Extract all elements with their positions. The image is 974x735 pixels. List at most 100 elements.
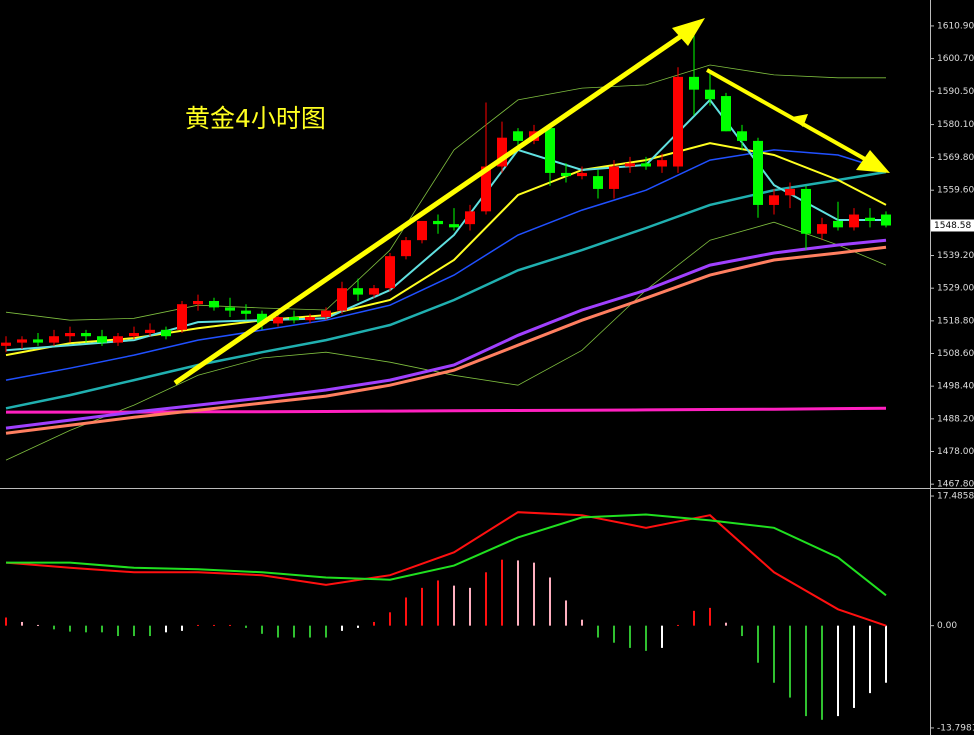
- candle-body: [433, 220, 443, 225]
- candles: [1, 35, 891, 353]
- candle-body: [881, 214, 891, 226]
- candle-body: [225, 307, 235, 311]
- macd-bar: [677, 624, 679, 626]
- arrow-down: [706, 68, 873, 165]
- y-tick-label: 1610.90: [937, 21, 974, 31]
- current-price-label: 1548.58: [934, 221, 971, 231]
- macd-bar: [821, 625, 823, 720]
- macd-bar: [229, 624, 231, 626]
- candle-body: [545, 128, 555, 173]
- candle-body: [465, 211, 475, 225]
- candle-body: [289, 317, 299, 321]
- macd-bar: [597, 625, 599, 638]
- macd-bar: [693, 610, 695, 626]
- candle-body: [673, 76, 683, 167]
- candle-body: [49, 336, 59, 343]
- candle-body: [305, 317, 315, 321]
- candle-body: [65, 333, 75, 337]
- arrow-head: [856, 150, 890, 173]
- candle-body: [145, 329, 155, 334]
- candle-body: [113, 336, 123, 343]
- macd-bar: [549, 577, 551, 626]
- indicator-line: [5, 149, 887, 381]
- overlays: [5, 64, 887, 461]
- candle-body: [321, 310, 331, 318]
- indicator-line: [5, 238, 887, 430]
- macd-bar: [789, 625, 791, 698]
- y-tick-label: 1600.70: [937, 54, 974, 64]
- macd-bar: [117, 625, 119, 637]
- y-tick-label: 1559.60: [937, 186, 974, 196]
- candle-body: [257, 313, 267, 324]
- macd-bar: [309, 625, 311, 638]
- macd-bar: [805, 625, 807, 717]
- candle-body: [97, 336, 107, 343]
- macd-bar: [661, 625, 663, 648]
- macd-bar: [773, 625, 775, 683]
- macd-line: [6, 513, 887, 597]
- macd-bar: [197, 624, 199, 626]
- y-tick-label: 17.4858: [937, 492, 974, 502]
- candle-body: [513, 131, 523, 141]
- candle-body: [865, 217, 875, 221]
- macd-bar: [709, 607, 711, 626]
- candle-body: [625, 163, 635, 167]
- candle-body: [241, 310, 251, 314]
- candle-body: [641, 163, 651, 167]
- y-tick-label: 1580.10: [937, 120, 974, 130]
- macd-bar: [837, 625, 839, 717]
- candle-body: [353, 288, 363, 295]
- y-tick-label: 1529.00: [937, 284, 974, 294]
- candle-body: [609, 166, 619, 189]
- y-tick-label: 1569.80: [937, 153, 974, 163]
- macd-bar: [133, 625, 135, 637]
- indicator-line: [5, 170, 887, 410]
- candle-body: [577, 172, 587, 177]
- candle-body: [161, 329, 171, 337]
- macd-bar: [421, 587, 423, 626]
- macd-bar: [293, 625, 295, 638]
- macd-bar: [53, 625, 55, 630]
- candle-body: [273, 317, 283, 324]
- macd-bar: [581, 619, 583, 626]
- macd-bar: [613, 625, 615, 643]
- macd-bar: [21, 621, 23, 626]
- candle-body: [753, 140, 763, 205]
- macd-bar: [357, 625, 359, 628]
- y-tick-label: 1488.20: [937, 414, 974, 424]
- macd-bar: [629, 625, 631, 648]
- candle-body: [657, 160, 667, 167]
- indicator-line: [6, 406, 887, 414]
- macd-bar: [869, 625, 871, 694]
- macd-bar: [373, 621, 375, 626]
- candle-body: [689, 76, 699, 90]
- macd-bar: [325, 625, 327, 638]
- candle-body: [337, 288, 347, 311]
- candle-body: [17, 339, 27, 343]
- macd-bar: [341, 625, 343, 631]
- macd-bar: [389, 612, 391, 626]
- candle-body: [401, 240, 411, 257]
- candle-body: [849, 214, 859, 228]
- indicator-line: [5, 98, 886, 352]
- chart-title: 黄金4小时图: [185, 104, 326, 133]
- candle-body: [593, 176, 603, 189]
- candle-body: [705, 89, 715, 100]
- macd-bar: [757, 625, 759, 663]
- arrow-head-small: [792, 114, 808, 127]
- macd-bar: [181, 625, 183, 631]
- macd-bar: [533, 562, 535, 626]
- candle-body: [737, 131, 747, 141]
- macd-bar: [149, 625, 151, 637]
- macd-bar: [853, 625, 855, 708]
- y-tick-label: -13.7981: [937, 723, 974, 733]
- macd-bar: [517, 560, 519, 626]
- candle-body: [177, 304, 187, 330]
- macd-bar: [261, 625, 263, 634]
- y-tick-label: 1467.80: [937, 480, 974, 490]
- macd-line: [5, 511, 887, 627]
- macd-bar: [725, 622, 727, 626]
- candle-body: [209, 300, 219, 308]
- macd-bar: [69, 625, 71, 632]
